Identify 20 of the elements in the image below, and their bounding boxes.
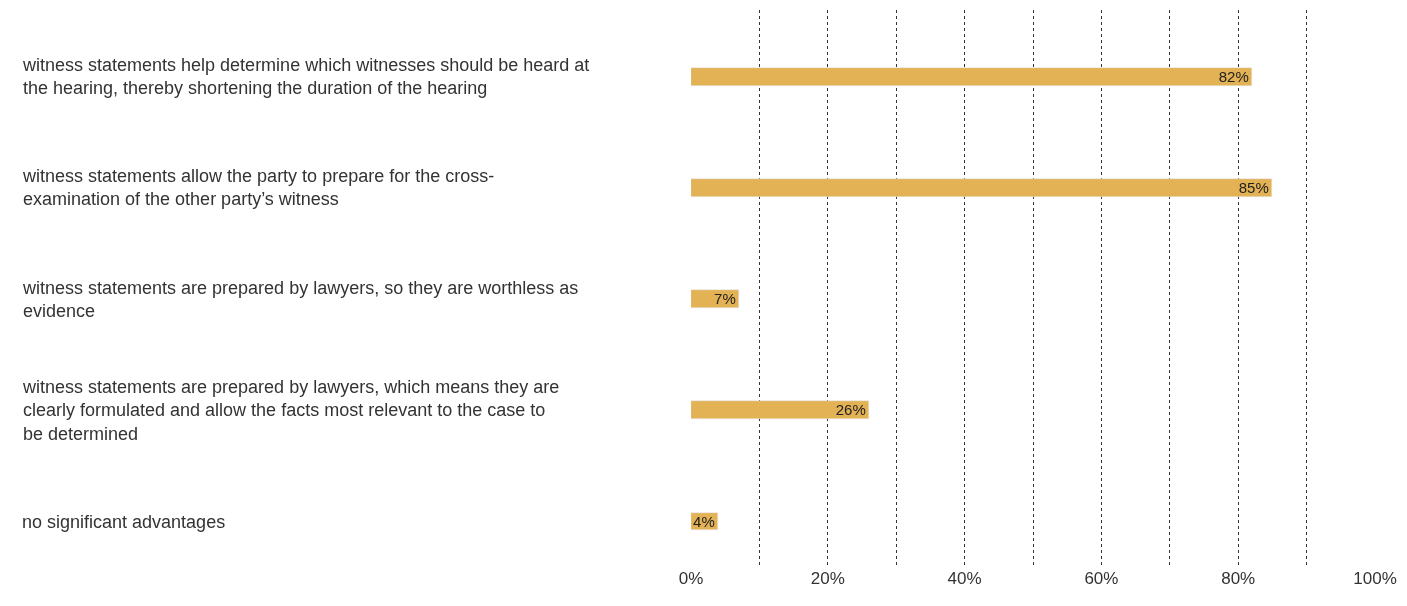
data-label: 4%: [693, 512, 715, 530]
x-tick-label: 60%: [1084, 569, 1119, 588]
y-tick-label: witness statements allow the party to prepare for the cross-examination of the other party’s witness: [22, 166, 495, 210]
x-tick-label: 40%: [947, 569, 982, 588]
bar: [691, 67, 1252, 86]
x-tick-label: 80%: [1221, 569, 1256, 588]
x-tick-label: 100%: [1353, 569, 1397, 588]
y-tick-label: witness statements are prepared by lawyers, which means they are clearly formulated and allow the facts most relevant to the case to be determined: [22, 377, 560, 444]
x-tick-label: 0%: [678, 569, 704, 588]
y-tick-label: no significant advantages: [22, 512, 226, 532]
bar: [691, 178, 1272, 197]
data-label: 82%: [1218, 68, 1249, 86]
y-tick-label: witness statements are prepared by lawyers, so they are worthless as evidence: [22, 278, 579, 322]
data-label: 85%: [1238, 179, 1269, 197]
x-tick-label: 20%: [810, 569, 845, 588]
bar: [691, 289, 739, 308]
y-tick-label: witness statements help determine which witnesses should be heard at the hearing, thereby shortening the duration of the hearing: [22, 55, 590, 99]
data-label: 7%: [714, 290, 736, 308]
bar: [691, 400, 869, 419]
data-label: 26%: [835, 401, 866, 419]
